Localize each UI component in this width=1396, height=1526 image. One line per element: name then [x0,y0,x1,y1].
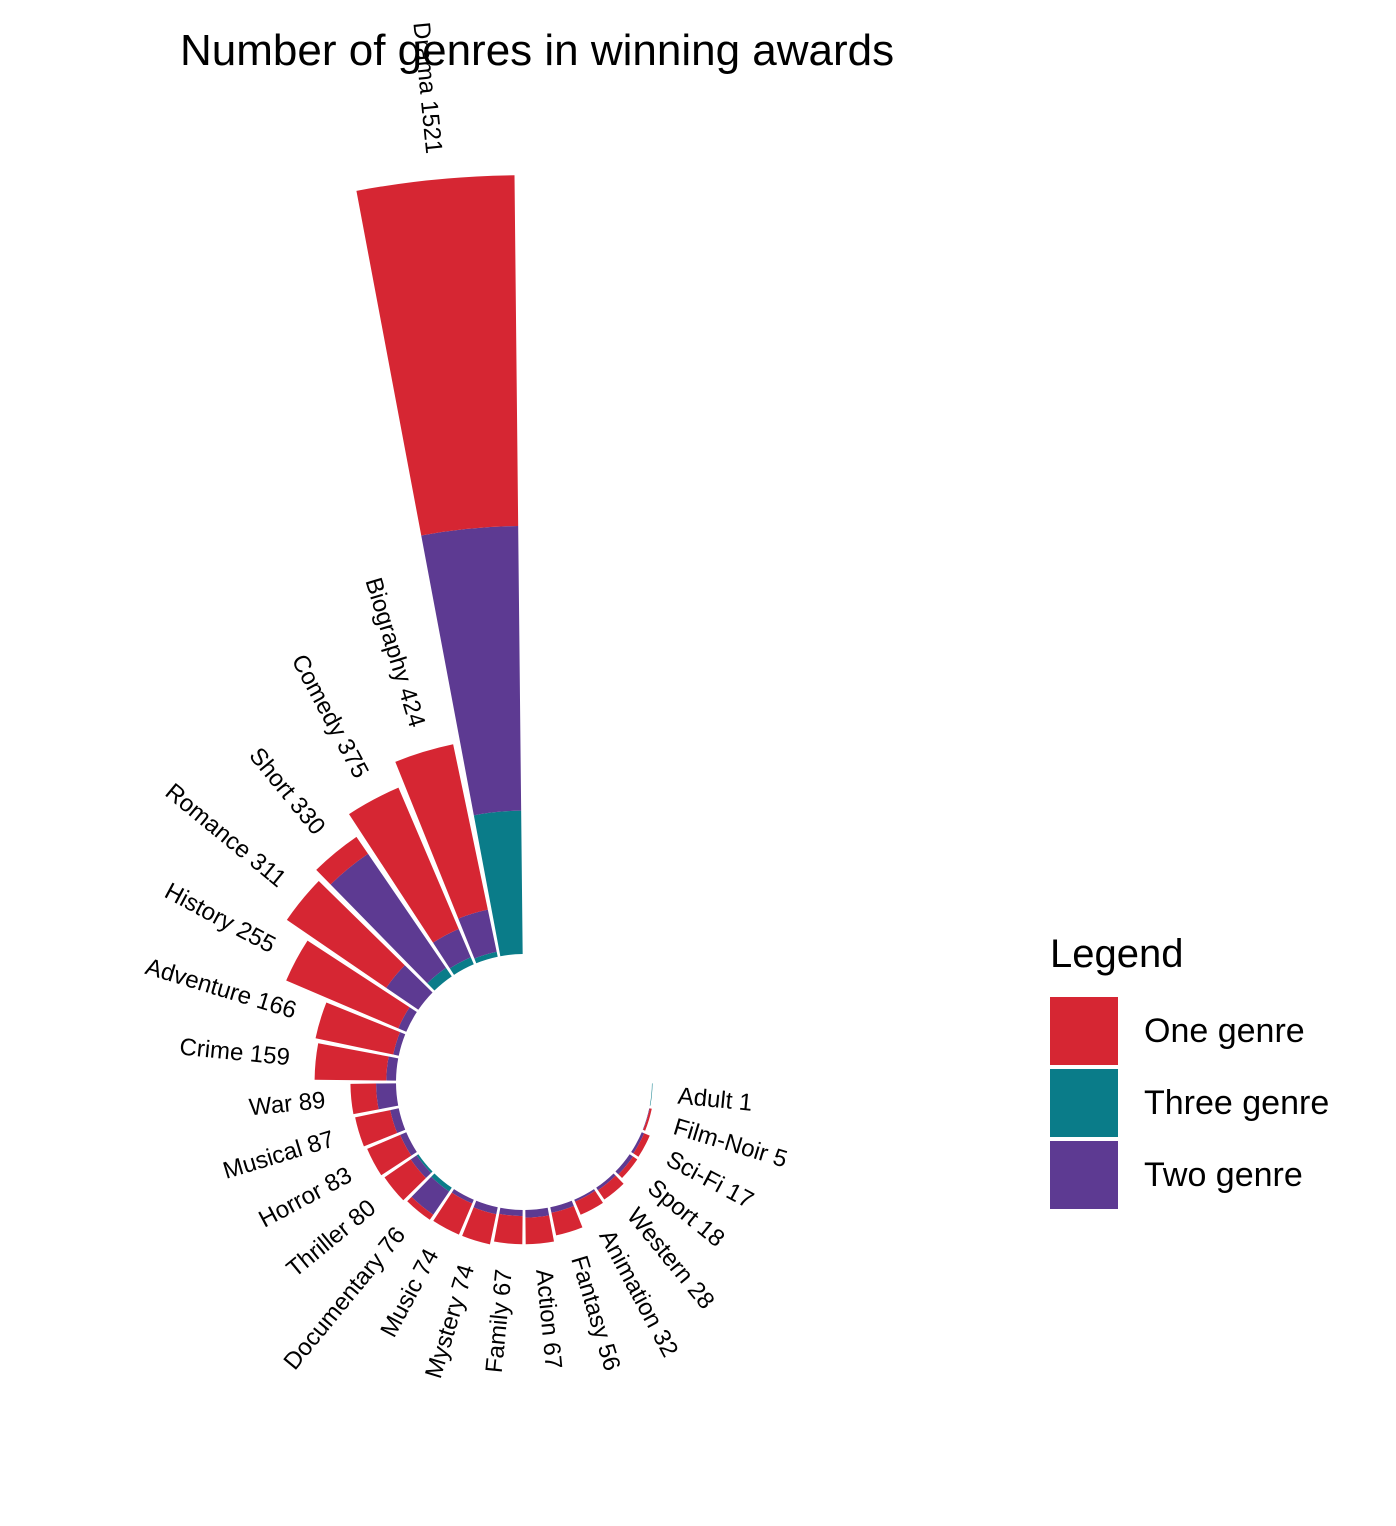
bar-biography-three [474,951,498,964]
bar-musical-two [390,1108,406,1133]
label-war: War 89 [248,1087,327,1121]
label-romance: Romance 311 [160,778,291,893]
label-comedy: Comedy 375 [286,650,374,783]
bar-sci-fi-two [631,1132,645,1154]
bar-mystery-two [473,1200,498,1215]
bar-thriller-one [384,1159,426,1201]
bar-comedy-one [349,787,459,943]
bar-comedy-three [449,957,474,975]
legend: Legend One genre Three genre Two genre [1050,932,1329,1211]
bar-western-two [596,1173,616,1191]
bar-drama-one [356,175,519,536]
bar-documentary-three [431,1173,452,1192]
legend-item-one-genre: One genre [1050,995,1329,1067]
bar-crime-two [386,1056,399,1081]
bar-sci-fi-one [633,1133,650,1157]
bar-adventure-one [315,1002,401,1055]
bar-film-noir-one [643,1108,652,1131]
bar-documentary-one [407,1196,434,1220]
bar-film-noir-two [642,1108,650,1130]
chart-title: Number of genres in winning awards [180,26,895,75]
bar-adventure-two [393,1032,406,1056]
label-adventure: Adventure 166 [142,953,299,1024]
legend-swatch-three-genre [1050,1069,1118,1137]
bar-action-one [525,1215,554,1245]
bar-animation-one [575,1190,603,1215]
bar-drama-three [473,810,523,957]
bar-musical-one [355,1110,398,1147]
bar-biography-two [458,909,497,959]
bar-romance-two [386,965,433,1010]
bar-crime-one [314,1043,389,1081]
bar-horror-two [400,1132,417,1156]
legend-label-two-genre: Two genre [1144,1155,1303,1194]
bar-documentary-two [411,1176,450,1215]
bar-war-two [376,1083,399,1110]
label-crime: Crime 159 [178,1033,291,1071]
legend-swatch-two-genre [1050,1141,1118,1209]
legend-label-three-genre: Three genre [1144,1083,1330,1122]
label-biography: Biography 424 [360,575,431,731]
legend-swatch-one-genre [1050,997,1118,1065]
bar-music-one [433,1192,473,1235]
bar-family-two [499,1207,523,1217]
legend-title: Legend [1050,932,1184,976]
bar-history-two [398,1007,417,1032]
bar-animation-two [574,1189,596,1202]
bar-family-one [494,1213,523,1245]
legend-item-two-genre: Two genre [1050,1139,1329,1211]
bar-horror-one [367,1134,412,1176]
legend-item-three-genre: Three genre [1050,1067,1329,1139]
bar-thriller-two [410,1155,432,1179]
bar-biography-one [395,744,488,919]
label-drama: Drama 1521 [407,21,447,155]
bar-history-one [286,940,410,1029]
bar-comedy-two [433,928,471,969]
bar-fantasy-one [551,1205,583,1236]
bar-drama-two [421,525,522,816]
label-action: Action 67 [530,1268,567,1370]
legend-label-one-genre: One genre [1144,1011,1305,1050]
label-adult: Adult 1 [677,1083,754,1117]
label-short: Short 330 [244,743,331,841]
bars-layer [286,175,653,1245]
bar-sport-two [615,1154,634,1175]
bar-adult-three [649,1083,653,1106]
bar-sport-one [618,1156,638,1179]
bar-romance-one [286,881,405,988]
bar-thriller-three [416,1154,433,1173]
bar-mystery-one [462,1207,497,1245]
bar-short-two [330,853,446,984]
bar-music-two [451,1189,474,1204]
bar-fantasy-two [550,1200,574,1213]
bar-short-three [427,967,452,991]
bar-short-one [316,836,368,885]
bar-action-two [525,1207,550,1218]
bar-western-one [597,1175,624,1200]
label-history: History 255 [160,878,280,959]
bar-war-one [350,1083,379,1115]
label-family: Family 67 [481,1268,518,1374]
